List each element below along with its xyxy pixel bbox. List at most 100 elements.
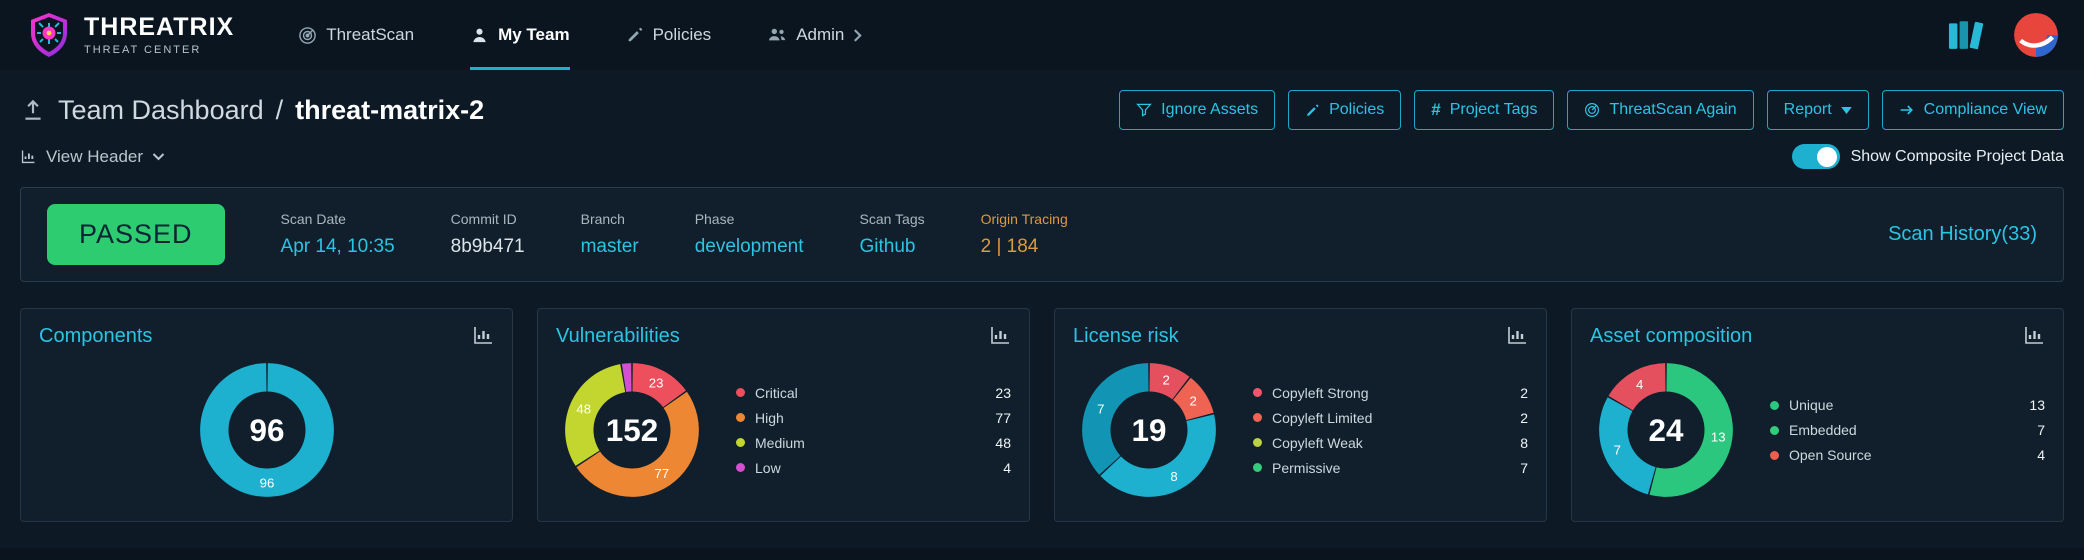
bar-chart-icon[interactable] [989, 325, 1011, 345]
legend-label: Copyleft Strong [1272, 384, 1369, 401]
field-value[interactable]: Github [859, 236, 916, 257]
bar-chart-icon[interactable] [472, 325, 494, 345]
view-header-label: View Header [46, 146, 144, 166]
compliance-view-button[interactable]: Compliance View [1881, 90, 2064, 130]
vulnerabilities-donut-chart[interactable]: 23 77 48 152 [556, 354, 708, 506]
filter-icon [1136, 102, 1152, 118]
page-header: Team Dashboard / threat-matrix-2 Ignore … [0, 70, 2084, 130]
nav-item-threatscan[interactable]: ThreatScan [298, 0, 414, 70]
breadcrumb-section[interactable]: Team Dashboard [58, 94, 264, 125]
nav-label: Policies [652, 25, 712, 44]
legend-label: Low [755, 459, 781, 476]
license-risk-card: License risk 2 2 8 7 19 Copyleft Strong 2 Copy… [1054, 308, 1547, 522]
bar-chart-icon[interactable] [1506, 325, 1528, 345]
bar-chart-icon[interactable] [2023, 325, 2045, 345]
person-icon [470, 26, 489, 45]
dashboard-cards: Components 96 96 Vulnerabilities 23 77 48 15… [20, 308, 2064, 522]
legend-value: 13 [2029, 397, 2045, 413]
subheader: View Header Show Composite Project Data [0, 130, 2084, 169]
components-card: Components 96 96 [20, 308, 513, 522]
legend-item: High 77 [736, 410, 1011, 426]
user-avatar[interactable] [2014, 13, 2058, 57]
view-header-toggle[interactable]: View Header [20, 147, 165, 167]
donut-center-total: 19 [1132, 413, 1167, 448]
legend-dot [1253, 413, 1262, 422]
donut-segment[interactable] [1149, 363, 1190, 400]
chevron-right-icon [853, 28, 863, 42]
legend-value: 77 [995, 409, 1011, 426]
donut-segment[interactable] [1608, 363, 1666, 411]
segment-value-label: 2 [1189, 394, 1196, 409]
users-icon [767, 26, 787, 44]
chart-icon [20, 148, 37, 165]
asset-composition-donut-chart[interactable]: 13 7 4 24 [1590, 354, 1742, 506]
segment-value-label: 7 [1097, 401, 1104, 416]
legend-label: High [755, 409, 784, 426]
legend-item: Embedded 7 [1770, 422, 2045, 438]
license-risk-donut-chart[interactable]: 2 2 8 7 19 [1073, 354, 1225, 506]
legend-value: 4 [1003, 459, 1011, 476]
report-dropdown-button[interactable]: Report [1766, 90, 1869, 130]
scan-tags-field: Scan Tags Github [859, 211, 924, 258]
breadcrumb-project: threat-matrix-2 [295, 94, 485, 125]
donut-segment[interactable] [1173, 377, 1214, 421]
donut-segment[interactable] [1100, 414, 1216, 497]
field-label: Commit ID [450, 211, 517, 227]
legend-item: Copyleft Limited 2 [1253, 410, 1528, 426]
legend-item: Permissive 7 [1253, 460, 1528, 476]
donut-segment[interactable] [1599, 397, 1656, 495]
field-value: master [580, 236, 639, 257]
segment-value-label: 48 [576, 401, 591, 416]
legend-value: 23 [995, 384, 1011, 401]
nav-item-admin[interactable]: Admin [767, 0, 863, 70]
segment-value-label: 23 [649, 376, 664, 391]
project-tags-button[interactable]: # Project Tags [1414, 90, 1555, 130]
composite-data-toggle[interactable] [1791, 144, 1840, 169]
brand-subtitle: THREAT CENTER [84, 43, 202, 56]
library-books-icon[interactable] [1946, 18, 1988, 52]
components-donut-chart[interactable]: 96 96 [191, 354, 343, 506]
ignore-assets-button[interactable]: Ignore Assets [1119, 90, 1276, 130]
donut-segment[interactable] [565, 364, 626, 466]
threatscan-again-button[interactable]: ThreatScan Again [1567, 90, 1754, 130]
scan-history-link[interactable]: Scan History(33) [1888, 223, 2037, 245]
legend-dot [1253, 463, 1262, 472]
donut-segment[interactable] [632, 363, 686, 408]
export-arrow-icon[interactable] [20, 97, 46, 123]
donut-segment[interactable] [576, 391, 699, 497]
top-nav: THREATRIX THREAT CENTER ThreatScan My Te… [0, 0, 2084, 70]
nav-label: My Team [498, 25, 570, 44]
header-actions: Ignore Assets Policies # Project Tags Th… [1119, 90, 2064, 130]
nav-item-my-team[interactable]: My Team [470, 0, 570, 70]
donut-segment[interactable] [1649, 363, 1733, 497]
legend-dot [1770, 425, 1779, 435]
segment-value-label: 77 [654, 466, 669, 481]
vulnerabilities-legend: Critical 23 High 77 Medium 48 Low 4 [736, 385, 1011, 476]
branch-field: Branch master [581, 211, 639, 258]
donut-segment[interactable] [199, 363, 334, 497]
breadcrumb-separator: / [275, 94, 284, 125]
brand-logo[interactable]: THREATRIX THREAT CENTER [26, 11, 234, 59]
donut-center-total: 24 [1649, 413, 1684, 448]
field-label: Scan Tags [859, 211, 925, 227]
donut-center-total: 96 [249, 413, 284, 448]
segment-value-label: 96 [259, 475, 274, 490]
legend-item: Open Source 4 [1770, 447, 2045, 463]
radar-icon [1584, 102, 1600, 118]
legend-item: Medium 48 [736, 435, 1011, 451]
pencil-icon [1305, 103, 1320, 118]
field-label: Scan Date [280, 211, 346, 227]
legend-value: 48 [995, 434, 1011, 451]
field-value[interactable]: 2 | 184 [980, 236, 1039, 257]
caret-down-icon [1840, 106, 1852, 114]
legend-value: 7 [2037, 422, 2045, 438]
radar-icon [298, 26, 317, 45]
nav-item-policies[interactable]: Policies [626, 0, 712, 70]
donut-segment[interactable] [621, 363, 632, 392]
nav-right [1946, 13, 2058, 57]
donut-segment[interactable] [1082, 363, 1149, 475]
policies-button[interactable]: Policies [1288, 90, 1402, 130]
segment-value-label: 7 [1614, 443, 1621, 458]
field-value: 8b9b471 [450, 236, 525, 257]
button-label: Ignore Assets [1161, 101, 1259, 118]
